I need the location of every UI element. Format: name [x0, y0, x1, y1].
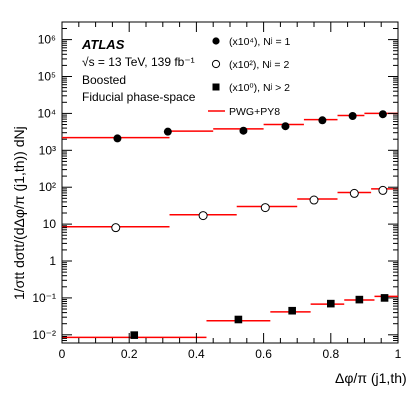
y-tick-label: 10⁻² — [32, 328, 56, 342]
energy-label: √s = 13 TeV, 139 fb⁻¹ — [82, 55, 195, 69]
y-tick-label: 1 — [49, 254, 56, 268]
y-tick-label: 10² — [39, 180, 56, 194]
x-tick-label: 0 — [59, 347, 66, 361]
data-point-njet3 — [327, 299, 335, 308]
x-tick-label: 1 — [395, 347, 402, 361]
y-tick-label: 10⁻¹ — [32, 291, 56, 305]
data-point-njet1 — [239, 126, 248, 135]
legend-label-model: PWG+PY8 — [229, 106, 280, 118]
data-point-njet1 — [113, 134, 122, 143]
legend-marker-njet1 — [212, 37, 220, 45]
data-point-njet2 — [349, 188, 359, 198]
y-tick-label: 10⁵ — [38, 70, 56, 84]
data-point-njet1 — [348, 112, 357, 121]
data-point-njet1 — [378, 110, 387, 119]
data-point-njet3 — [130, 331, 139, 339]
legend-marker-njet3 — [212, 83, 220, 91]
data-point-njet2 — [260, 203, 270, 213]
data-point-njet3 — [234, 315, 243, 324]
data-point-njet2 — [198, 211, 208, 221]
data-point-njet1 — [318, 116, 327, 125]
y-tick-label: 10⁶ — [38, 33, 56, 47]
data-point-njet2 — [111, 223, 121, 233]
legend: (x10⁴), Nʲ = 1 (x10²), Nʲ = 2 (x10⁰), Nʲ… — [208, 36, 290, 118]
legend-label-njet2: (x10²), Nʲ = 2 — [229, 59, 289, 71]
data-point-njet2 — [378, 185, 388, 195]
data-point-njet3 — [288, 306, 296, 315]
data-point-njet3 — [380, 294, 389, 302]
y-tick-label: 10³ — [39, 143, 56, 157]
x-tick-label: 0.2 — [121, 347, 138, 361]
x-tick-label: 0.6 — [255, 347, 272, 361]
legend-marker-njet2 — [211, 59, 221, 69]
x-tick-label: 0.4 — [188, 347, 205, 361]
data-point-njet1 — [281, 122, 290, 131]
data-point-njet3 — [355, 295, 364, 304]
legend-label-njet1: (x10⁴), Nʲ = 1 — [229, 36, 290, 48]
legend-label-njet3: (x10⁰), Nʲ > 2 — [229, 82, 290, 94]
x-axis-title: Δφ/π (j1,th) — [335, 370, 407, 386]
data-markers — [111, 110, 389, 339]
x-tick-label: 0.8 — [322, 347, 339, 361]
axis-ticks: 0 0.2 0.4 0.6 0.8 1 10⁻² 10⁻¹ 1 10 10² 10³ 10⁴ 10⁵ 10⁶ — [32, 21, 402, 361]
atlas-label: ATLAS — [81, 37, 125, 52]
data-point-njet2 — [309, 195, 319, 205]
phase-space-label: Fiducial phase-space — [82, 90, 196, 104]
y-axis-title: 1/σtt dσtt/(dΔφ/π (j1,th)) dNj — [11, 126, 27, 300]
data-point-njet1 — [163, 127, 172, 136]
y-tick-label: 10⁴ — [37, 106, 56, 120]
selection-label: Boosted — [82, 73, 126, 87]
y-tick-label: 10 — [43, 217, 57, 231]
